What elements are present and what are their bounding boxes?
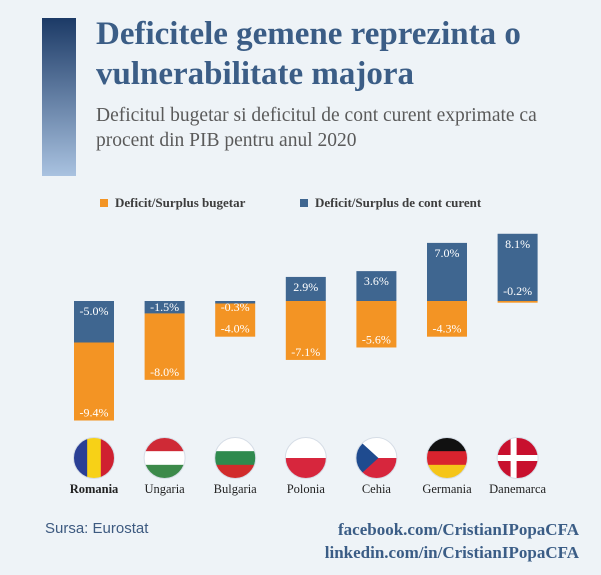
data-label-current-account-5: 7.0% xyxy=(435,246,460,260)
category-label-6: Danemarca xyxy=(489,482,546,496)
data-label-current-account-6: 8.1% xyxy=(505,237,530,251)
bar-current-account-6 xyxy=(497,233,538,301)
bar-current-account-2 xyxy=(215,301,256,304)
legend-item-current-account: Deficit/Surplus de cont curent xyxy=(300,195,481,211)
bar-budget-4 xyxy=(356,301,397,348)
stacked-bar-chart: -5.0% -9.4% Romania -1.5% -8.0% Ungaria -0.3% -… xyxy=(70,233,547,496)
data-label-current-account-3: 2.9% xyxy=(293,280,318,294)
data-label-budget-3: -7.1% xyxy=(291,345,320,359)
title-accent-bar xyxy=(42,18,76,176)
bar-budget-5 xyxy=(427,301,467,337)
category-label-2: Bulgaria xyxy=(214,482,257,496)
category-label-0: Romania xyxy=(70,482,119,496)
data-label-budget-6: -0.2% xyxy=(503,284,532,298)
legend-swatch-budget xyxy=(100,199,108,208)
legend-label-current-account: Deficit/Surplus de cont curent xyxy=(315,195,482,210)
category-label-5: Germania xyxy=(422,482,472,496)
bar-current-account-3 xyxy=(285,276,326,301)
category-label-4: Cehia xyxy=(362,482,392,496)
bar-budget-3 xyxy=(285,301,326,360)
poland-flag-icon xyxy=(284,437,327,479)
page-subtitle: Deficitul bugetar si deficitul de cont c… xyxy=(96,105,537,151)
bar-current-account-5 xyxy=(427,242,467,301)
linkedin-link[interactable]: linkedin.com/in/CristianIPopaCFA xyxy=(324,543,579,562)
legend-label-budget: Deficit/Surplus bugetar xyxy=(115,195,246,210)
legend-swatch-current-account xyxy=(300,199,308,208)
bulgaria-flag-icon xyxy=(214,437,257,479)
data-label-current-account-0: -5.0% xyxy=(80,304,109,318)
facebook-link[interactable]: facebook.com/CristianIPopaCFA xyxy=(338,520,579,539)
bar-current-account-0 xyxy=(74,301,114,343)
bar-budget-0 xyxy=(74,342,114,421)
bar-current-account-1 xyxy=(144,301,185,314)
data-label-current-account-1: -1.5% xyxy=(150,300,179,314)
source-note: Sursa: Eurostat xyxy=(45,520,149,537)
legend-item-budget: Deficit/Surplus bugetar xyxy=(100,195,245,211)
romania-flag-icon xyxy=(73,437,115,479)
bar-budget-2 xyxy=(215,303,256,337)
denmark-flag-icon xyxy=(496,437,539,479)
data-label-budget-2: -4.0% xyxy=(221,322,250,336)
hungary-flag-icon xyxy=(143,437,186,479)
data-label-current-account-2: -0.3% xyxy=(221,300,250,314)
data-label-current-account-4: 3.6% xyxy=(364,274,389,288)
bar-budget-6 xyxy=(497,301,538,303)
data-label-budget-5: -4.3% xyxy=(433,322,462,336)
bar-current-account-4 xyxy=(356,271,397,301)
social-links: facebook.com/CristianIPopaCFA linkedin.c… xyxy=(325,518,579,564)
czechia-flag-icon xyxy=(355,437,398,479)
category-label-3: Polonia xyxy=(287,482,326,496)
page-title: Deficitele gemene reprezinta o vulnerabi… xyxy=(96,16,521,92)
data-label-budget-0: -9.4% xyxy=(80,406,109,420)
bar-budget-1 xyxy=(144,313,185,380)
category-label-1: Ungaria xyxy=(144,482,185,496)
data-label-budget-4: -5.6% xyxy=(362,332,391,346)
germany-flag-icon xyxy=(426,437,468,479)
data-label-budget-1: -8.0% xyxy=(150,365,179,379)
